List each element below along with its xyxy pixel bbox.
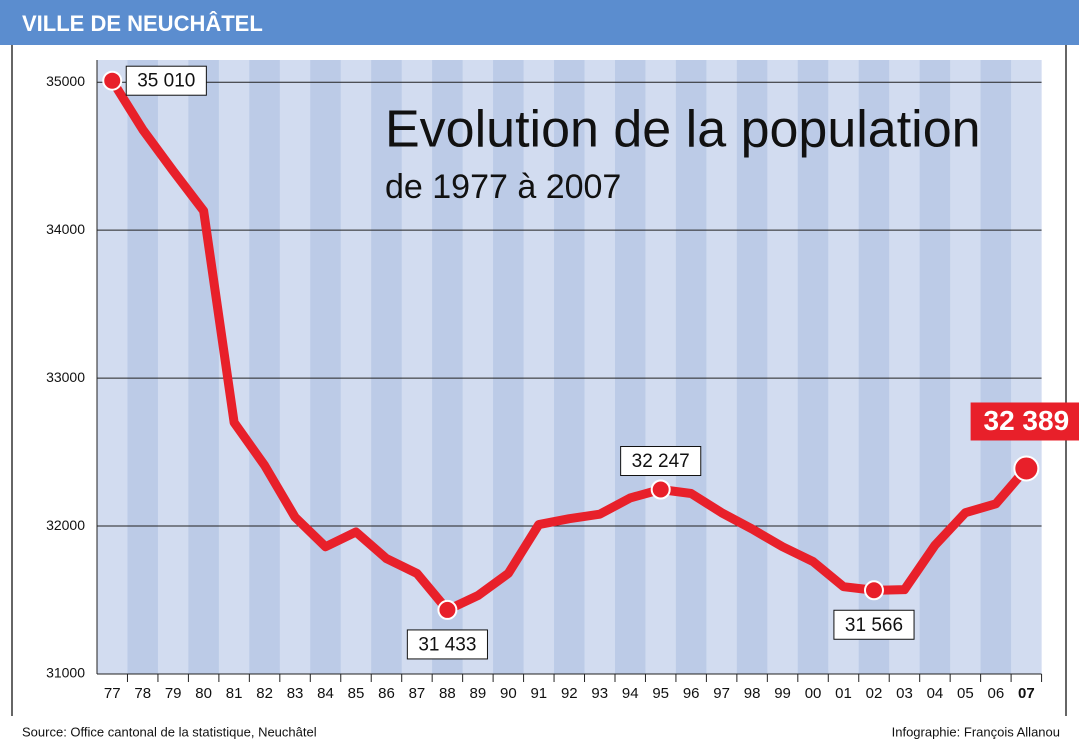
x-tick-label: 05 xyxy=(957,685,974,702)
value-label: 35 010 xyxy=(137,71,195,92)
x-tick-label: 95 xyxy=(652,685,669,702)
stripe xyxy=(97,60,127,674)
stripe xyxy=(341,60,371,674)
x-tick-label: 86 xyxy=(378,685,395,702)
y-tick-label: 31000 xyxy=(46,665,85,681)
x-tick-label: 96 xyxy=(683,685,700,702)
stripe xyxy=(249,60,279,674)
stripe xyxy=(127,60,157,674)
stripe xyxy=(981,60,1011,674)
x-tick-label: 90 xyxy=(500,685,517,702)
x-tick-label: 00 xyxy=(805,685,822,702)
x-tick-label: 98 xyxy=(744,685,761,702)
x-tick-label: 06 xyxy=(988,685,1005,702)
header-title: VILLE DE NEUCHÂTEL xyxy=(22,11,263,36)
data-point xyxy=(652,481,670,499)
chart-subtitle: de 1977 à 2007 xyxy=(385,168,621,206)
x-tick-label: 01 xyxy=(835,685,852,702)
stripe xyxy=(310,60,340,674)
x-tick-label: 82 xyxy=(256,685,273,702)
x-tick-label: 04 xyxy=(927,685,944,702)
x-tick-label: 92 xyxy=(561,685,578,702)
data-point xyxy=(103,72,121,90)
x-tick-label: 80 xyxy=(195,685,212,702)
x-tick-label: 78 xyxy=(134,685,151,702)
y-tick-label: 35000 xyxy=(46,73,85,89)
value-label: 32 247 xyxy=(632,451,690,472)
chart: VILLE DE NEUCHÂTEL 31000 32000 33000 34000 3… xyxy=(0,0,1079,745)
x-tick-label: 89 xyxy=(470,685,487,702)
y-tick-label: 32000 xyxy=(46,517,85,533)
x-tick-label: 87 xyxy=(409,685,426,702)
stripe xyxy=(188,60,218,674)
data-point xyxy=(438,601,456,619)
x-tick-label: 77 xyxy=(104,685,121,702)
x-tick-label: 99 xyxy=(774,685,791,702)
stripe xyxy=(1011,60,1041,674)
x-tick-label: 79 xyxy=(165,685,182,702)
x-tick-label: 85 xyxy=(348,685,365,702)
x-tick-label: 03 xyxy=(896,685,913,702)
y-tick-label: 33000 xyxy=(46,369,85,385)
x-tick-label: 81 xyxy=(226,685,243,702)
stripe xyxy=(280,60,310,674)
x-tick-label: 83 xyxy=(287,685,304,702)
value-label: 31 433 xyxy=(418,634,476,655)
x-tick-label: 91 xyxy=(530,685,547,702)
value-label: 31 566 xyxy=(845,615,903,636)
x-tick-label: 07 xyxy=(1018,685,1035,702)
credit-note: Infographie: François Allanou xyxy=(892,724,1060,739)
source-note: Source: Office cantonal de la statistiqu… xyxy=(22,724,317,739)
x-tick-label: 88 xyxy=(439,685,456,702)
x-tick-label: 94 xyxy=(622,685,639,702)
x-tick-label: 97 xyxy=(713,685,730,702)
data-point xyxy=(1014,456,1038,480)
value-label: 32 389 xyxy=(984,405,1070,436)
y-tick-label: 34000 xyxy=(46,221,85,237)
x-tick-label: 02 xyxy=(866,685,883,702)
data-point xyxy=(865,581,883,599)
x-tick-label: 93 xyxy=(591,685,608,702)
x-tick-label: 84 xyxy=(317,685,334,702)
chart-title: Evolution de la population xyxy=(385,101,981,159)
